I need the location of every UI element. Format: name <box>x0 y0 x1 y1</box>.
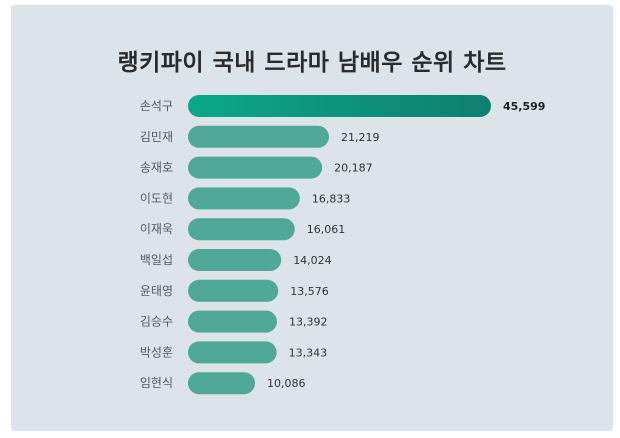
category-label: 임현식 <box>140 376 173 390</box>
bar <box>188 341 277 364</box>
bar-chart: 손석구 45,599 김민재 21,219 송재호 20,187 이도현 16,833 이재욱 1… <box>140 95 545 395</box>
category-label: 이재욱 <box>140 222 173 236</box>
bar <box>188 156 323 179</box>
bar <box>188 218 295 241</box>
category-label: 손석구 <box>140 99 173 113</box>
value-label: 14,024 <box>293 254 332 267</box>
value-label: 13,576 <box>290 285 329 298</box>
value-label: 16,833 <box>312 192 351 205</box>
bar <box>188 187 300 210</box>
category-label: 김승수 <box>140 315 173 329</box>
bar <box>188 279 279 302</box>
category-label: 김민재 <box>140 130 173 144</box>
value-label: 16,061 <box>307 223 346 236</box>
category-label: 윤태영 <box>140 284 173 298</box>
value-label: 21,219 <box>341 131 380 144</box>
value-label: 13,392 <box>289 316 328 329</box>
category-label: 이도현 <box>140 191 173 205</box>
chart-card: 랭키파이 국내 드라마 남배우 순위 차트 손석구 45,599 김민재 21,219… <box>11 5 613 431</box>
bar <box>188 310 277 333</box>
value-label: 13,343 <box>289 346 328 359</box>
value-label: 20,187 <box>334 162 373 175</box>
value-label: 10,086 <box>267 377 306 390</box>
bar <box>188 95 491 117</box>
category-label: 백일섭 <box>140 253 173 267</box>
bar <box>188 249 282 271</box>
category-label: 박성훈 <box>140 345 173 359</box>
bar <box>188 372 256 395</box>
bar <box>188 125 329 148</box>
chart-title: 랭키파이 국내 드라마 남배우 순위 차트 <box>117 50 507 76</box>
value-label: 45,599 <box>503 100 545 113</box>
category-label: 송재호 <box>140 161 173 175</box>
